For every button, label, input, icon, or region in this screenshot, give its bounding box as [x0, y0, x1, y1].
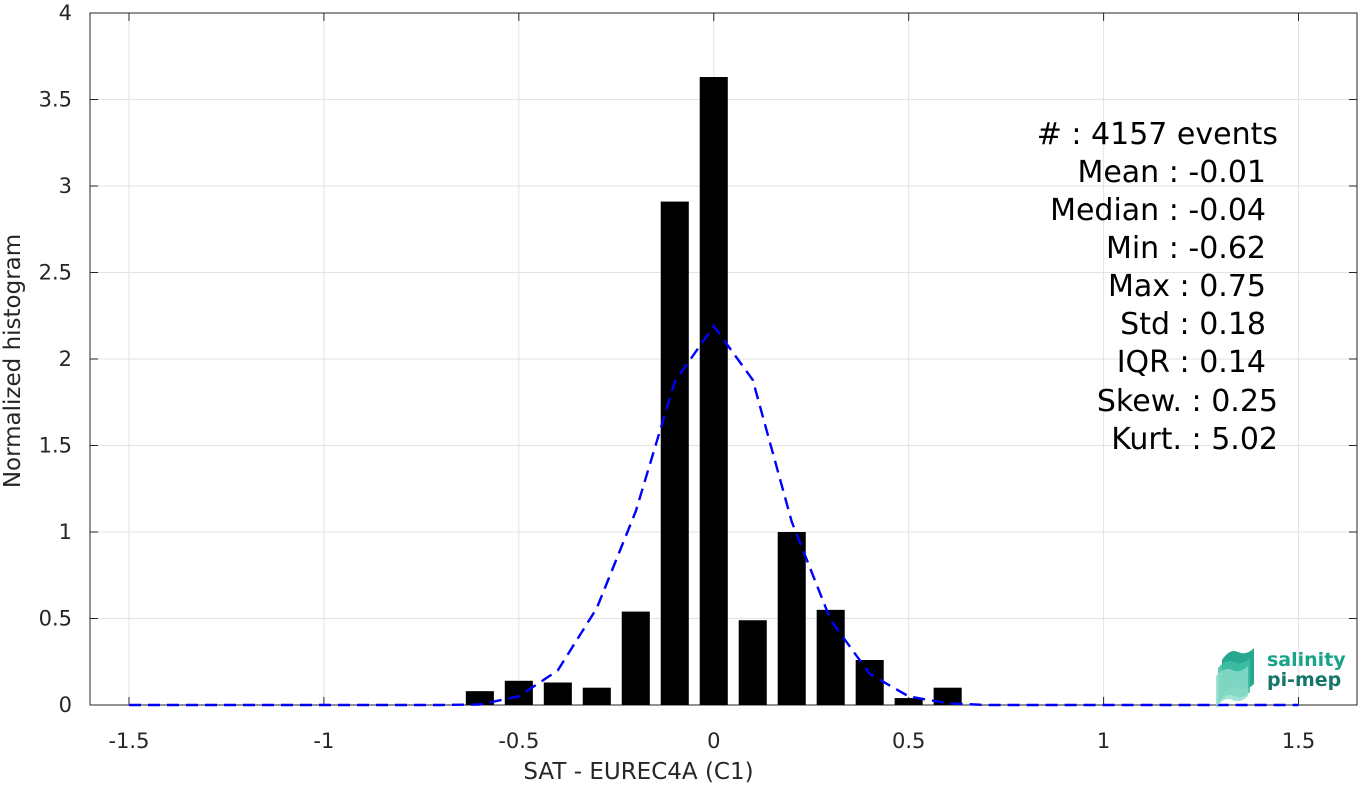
histogram-bar [699, 77, 728, 705]
histogram-bar [465, 691, 494, 705]
x-tick-label: 0.5 [892, 729, 925, 753]
y-tick-label: 3.5 [39, 88, 72, 112]
salinity-pi-mep-logo: salinity pi-mep [1216, 648, 1346, 708]
x-tick-label: -1.5 [108, 729, 149, 753]
histogram-bar [543, 682, 572, 705]
histogram-bar [738, 620, 767, 705]
stats-min: Min : -0.62 [1106, 231, 1266, 266]
y-tick-labels: 0 0.5 1 1.5 2 2.5 3 3.5 4 [39, 1, 72, 717]
histogram-bar [660, 201, 689, 705]
wave-icon [1216, 648, 1254, 708]
stats-mean: Mean : -0.01 [1077, 155, 1266, 190]
statistics-annotation: # : 4157 events Mean : -0.01 Median : -0… [1037, 117, 1278, 457]
stats-count: # : 4157 events [1037, 117, 1278, 152]
x-tick-label: 1 [1097, 729, 1110, 753]
x-tick-labels: -1.5 -1 -0.5 0 0.5 1 1.5 [108, 729, 1315, 753]
histogram-bar [894, 698, 923, 705]
y-axis-title: Normalized histogram [0, 234, 26, 488]
y-tick-label: 0 [59, 693, 72, 717]
histogram-bar [621, 611, 650, 705]
histogram-bars [465, 77, 962, 705]
stats-skew: Skew. : 0.25 [1097, 384, 1278, 419]
y-tick-label: 3 [59, 174, 72, 198]
axis-ticks [90, 12, 1357, 706]
histogram-bar [816, 609, 845, 705]
y-tick-label: 2.5 [39, 261, 72, 285]
y-tick-label: 1.5 [39, 434, 72, 458]
x-tick-label: -1 [313, 729, 334, 753]
y-tick-label: 0.5 [39, 607, 72, 631]
stats-median: Median : -0.04 [1050, 193, 1266, 228]
logo-text-salinity: salinity [1267, 649, 1346, 671]
stats-std: Std : 0.18 [1120, 307, 1266, 342]
histogram-bar [777, 532, 806, 705]
y-tick-label: 2 [59, 347, 72, 371]
histogram-bar [582, 687, 611, 705]
x-tick-label: -0.5 [498, 729, 539, 753]
stats-iqr: IQR : 0.14 [1117, 345, 1266, 380]
logo-text-pi-mep: pi-mep [1267, 669, 1341, 691]
fit-curve-line [129, 324, 1299, 707]
x-axis-title: SAT - EUREC4A (C1) [523, 759, 753, 785]
y-tick-label: 1 [59, 520, 72, 544]
histogram-bar [504, 680, 533, 705]
histogram-bar [855, 660, 884, 705]
x-tick-label: 1.5 [1282, 729, 1315, 753]
stats-max: Max : 0.75 [1108, 269, 1266, 304]
stats-kurt: Kurt. : 5.02 [1111, 422, 1278, 457]
histogram-bar [933, 687, 962, 705]
y-tick-label: 4 [59, 1, 72, 25]
x-tick-label: 0 [707, 729, 720, 753]
